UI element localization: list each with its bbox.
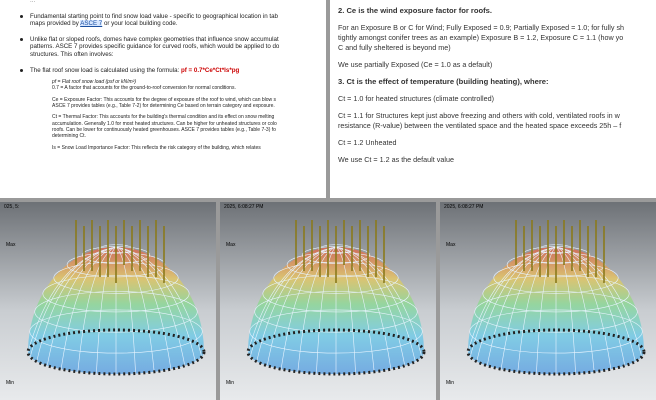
grid-rib (555, 246, 643, 357)
text-line: The flat roof snow load is calculated us… (30, 67, 326, 75)
grid-rib (96, 246, 117, 374)
timestamp: 2025, 6:08:27 PM (224, 204, 264, 210)
grid-rib (555, 246, 595, 372)
text-line: determining Ct. (52, 133, 86, 140)
heading: 2. Ce is the wind exposure factor for ro… (338, 6, 493, 15)
grid-rib (249, 246, 337, 357)
definition: Is = Snow Load Importance Factor: This r… (0, 145, 326, 151)
grid-rib (115, 246, 136, 374)
doc-left: ... Fundamental starting point to find s… (0, 0, 326, 198)
definition: pf = Flat roof snow load (psf or kN/m²) 0… (0, 79, 326, 92)
definition: Ct = Thermal Factor: This accounts for t… (0, 114, 326, 139)
base-ring (246, 328, 426, 376)
dome (246, 220, 426, 376)
link[interactable]: ASCE 7 (80, 20, 103, 28)
grid-rib (335, 246, 406, 366)
text-line: We use partially Exposed (Ce = 1.0 as a … (338, 60, 493, 69)
grid-rib (335, 246, 375, 372)
text-line: Is = Snow Load Importance Factor: This r… (52, 144, 261, 151)
grid-rib (46, 246, 117, 366)
text-line: accumulation. Generally 1.0 for most hea… (52, 120, 277, 127)
text-line: Ct = 1.2 Unheated (338, 138, 397, 147)
grid-rib (256, 246, 337, 362)
dome (26, 220, 206, 376)
heading: 3. Ct is the effect of temperature (buil… (338, 77, 549, 86)
text-line: tightly amongst conifer trees as an exam… (338, 33, 624, 42)
grid-rib (297, 246, 337, 372)
grid-rib (29, 246, 117, 357)
text-line: Ce = Exposure Factor: This accounts for … (52, 96, 277, 103)
text: or your local building code. (102, 20, 178, 28)
grid-rib (555, 246, 576, 374)
grid-rib (469, 246, 557, 357)
legend-max: Max (226, 242, 236, 248)
text-line: ASCE 7 provides tables (e.g., Table 7-2)… (52, 103, 275, 110)
grid-rib (335, 246, 423, 357)
legend-max: Max (446, 242, 456, 248)
grid-rib (77, 246, 117, 372)
legend-min: Min (226, 380, 235, 386)
bullet: Unlike flat or sloped roofs, domes have … (0, 36, 326, 59)
legend-min: Min (6, 380, 15, 386)
text-line: We use Ct = 1.2 as the default value (338, 155, 454, 164)
definitions: pf = Flat roof snow load (psf or kN/m²) 0… (0, 79, 326, 151)
render-panel: 025, 5: Max Min (0, 202, 216, 400)
text-line: Ct = Thermal Factor: This accounts for t… (52, 114, 275, 121)
grid-rib (335, 246, 356, 374)
text-line: Fundamental starting point to find snow … (30, 12, 278, 20)
text-line: patterns. ASCE 7 provides specific guida… (30, 43, 280, 51)
grid-rib (115, 246, 203, 357)
timestamp: 025, 5: (4, 204, 20, 210)
legend-max: Max (6, 242, 16, 248)
formula: pf = 0.7*Ce*Ct*Is*pg (181, 66, 240, 74)
grid-rib (36, 246, 117, 362)
grid-rib (115, 246, 155, 372)
render-panel: 2025, 6:08:27 PM Max Min (440, 202, 656, 400)
grid-rib (115, 246, 186, 366)
text-line: Unlike flat or sloped roofs, domes have … (30, 35, 279, 43)
dome (466, 220, 646, 376)
grid-rib (486, 246, 557, 366)
bullet: The flat roof snow load is calculated us… (0, 67, 326, 75)
text: The flat roof snow load is calculated us… (30, 66, 181, 74)
render-panel: 2025, 6:08:27 PM Max Min (220, 202, 436, 400)
text-line: roofs. Can be lower for continuously hea… (52, 126, 276, 133)
text-line: maps provided by ASCE 7 or your local bu… (30, 20, 326, 28)
legend-min: Min (446, 380, 455, 386)
doc-right: 2. Ce is the wind exposure factor for ro… (330, 0, 656, 198)
grid-rib (476, 246, 557, 362)
base-ring (26, 328, 206, 376)
text-line: 0.7 = A factor that accounts for the gro… (52, 85, 236, 92)
text-line: Ct = 1.1 for Structures kept just above … (338, 111, 620, 120)
text-line: resistance (R-value) between the ventila… (338, 121, 622, 130)
text-line: pf = Flat roof snow load (psf or kN/m²) (52, 79, 137, 86)
text-line: For an Exposure B or C for Wind; Fully E… (338, 23, 625, 32)
grid-rib (555, 246, 626, 366)
text-line: structures. This often involves: (30, 50, 114, 58)
grid-rib (266, 246, 337, 366)
grid-rib (517, 246, 557, 372)
bullet: Fundamental starting point to find snow … (0, 13, 326, 28)
text-line: C and fully sheltered is beyond me) (338, 43, 451, 52)
grid-rib (536, 246, 557, 374)
definition: Ce = Exposure Factor: This accounts for … (0, 97, 326, 110)
text: maps provided by (30, 20, 81, 28)
base-ring (466, 328, 646, 376)
timestamp: 2025, 6:08:27 PM (444, 204, 484, 210)
grid-rib (316, 246, 337, 374)
text-line: Ct = 1.0 for heated structures (climate … (338, 94, 494, 103)
cut-line: ... (30, 0, 36, 4)
